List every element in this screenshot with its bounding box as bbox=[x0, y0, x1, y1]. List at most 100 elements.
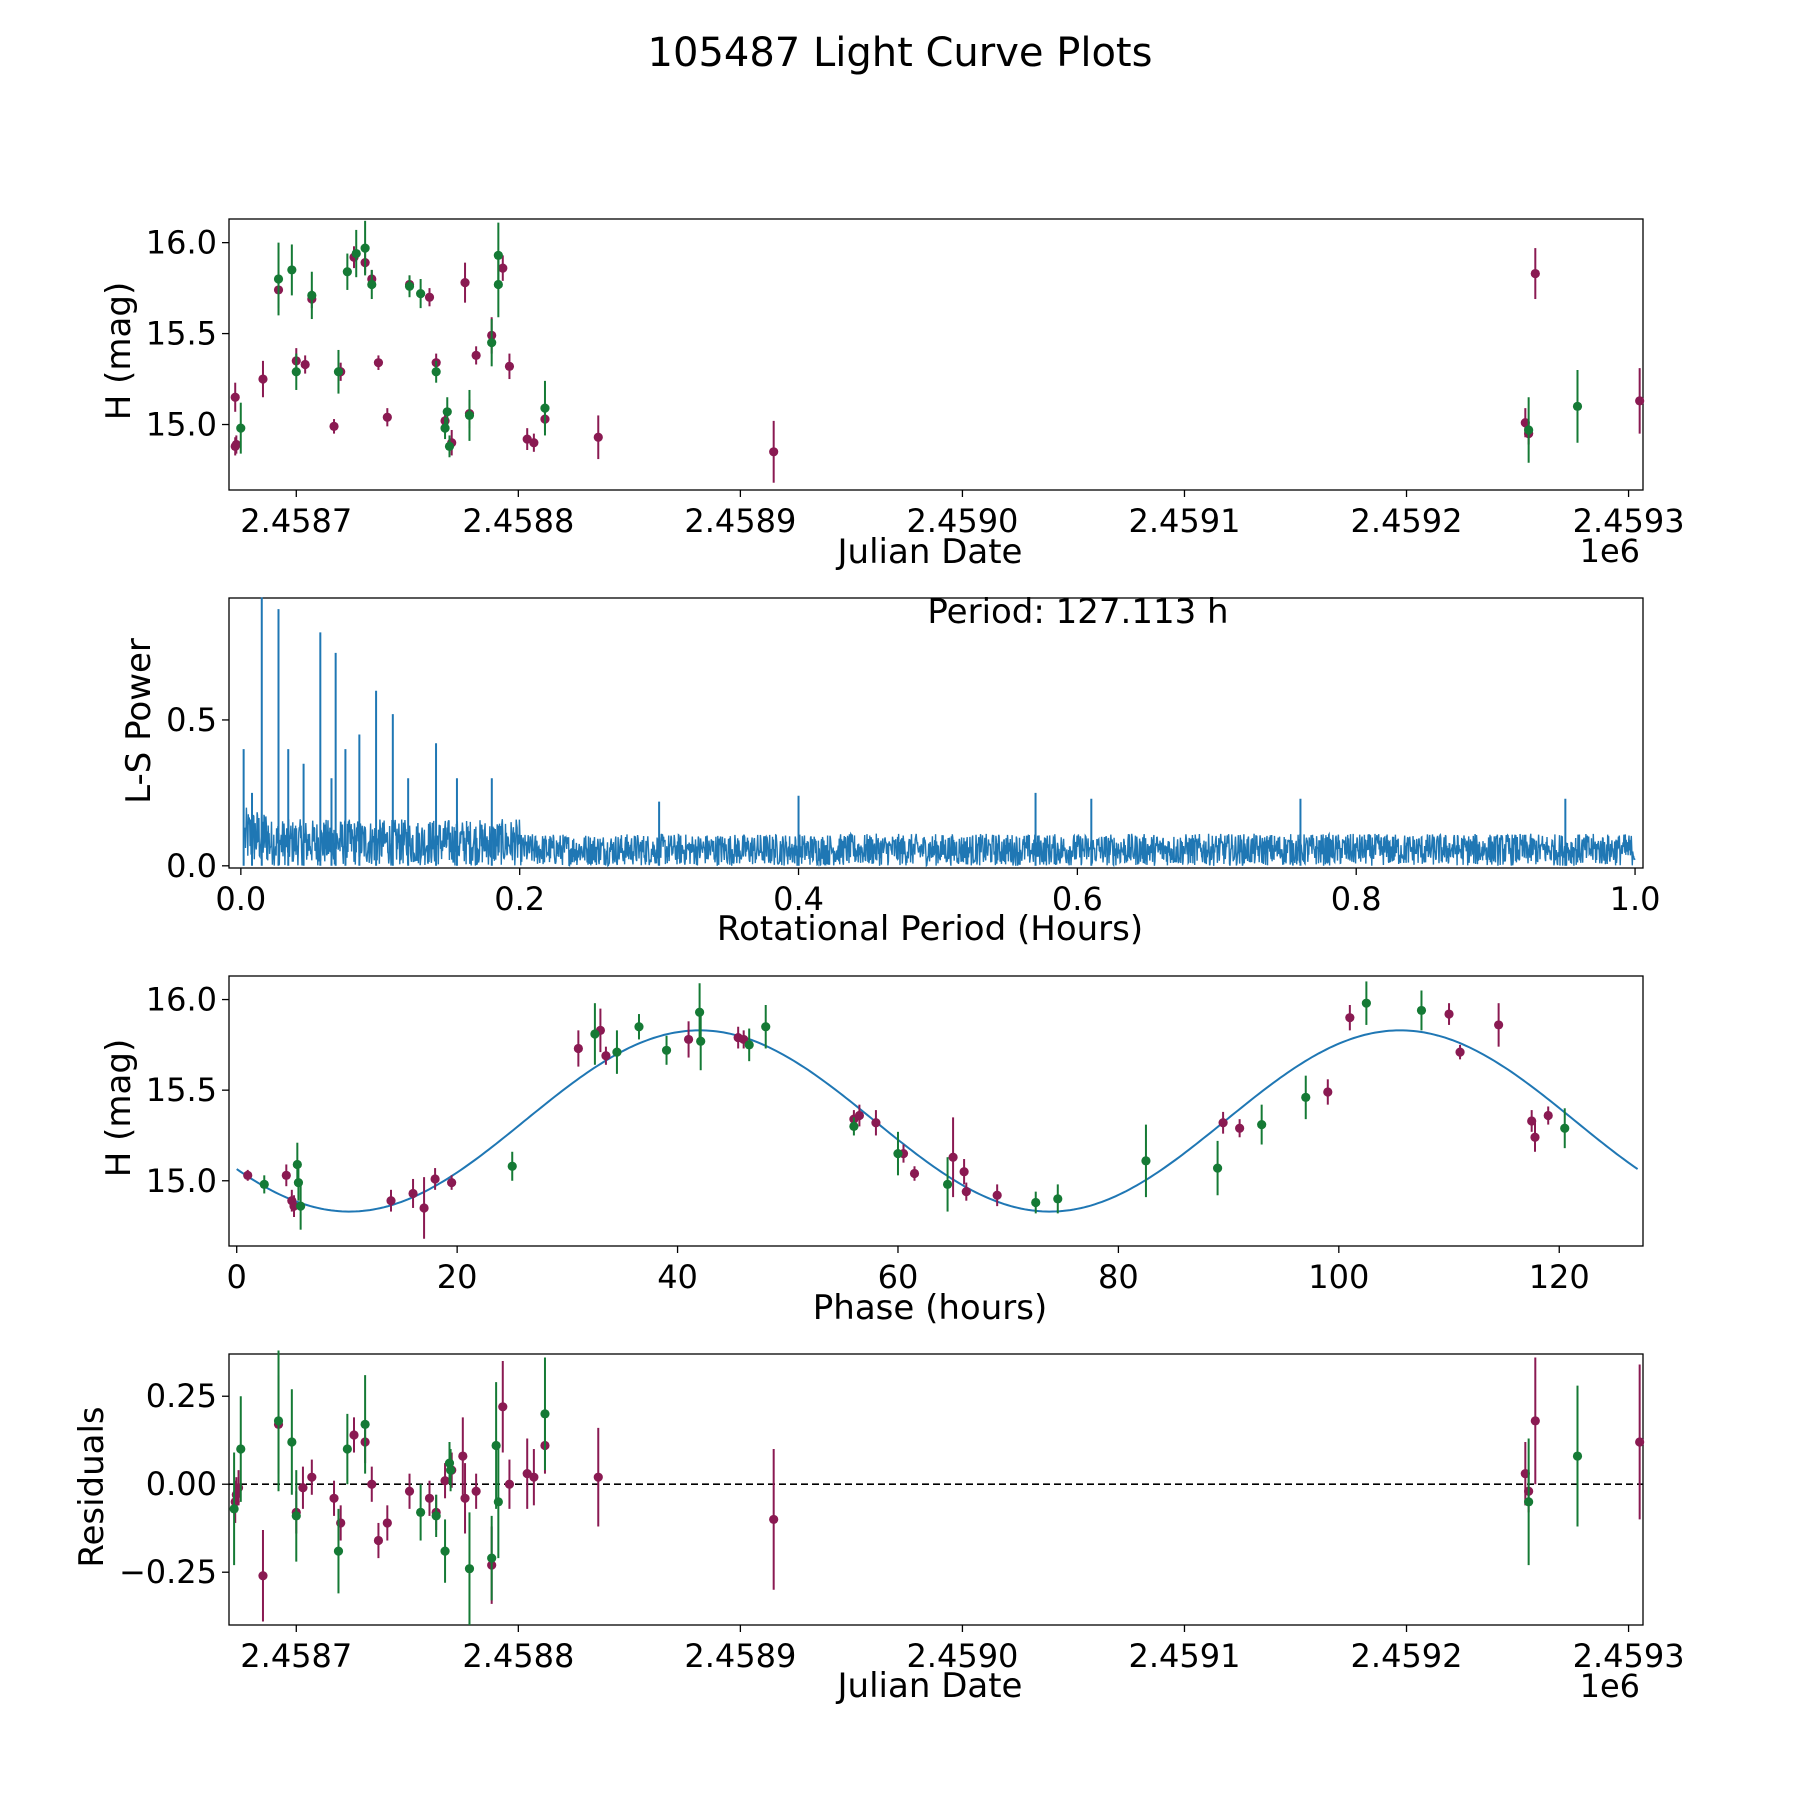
residuals-data-point bbox=[1635, 1364, 1645, 1520]
lightcurve-data-point bbox=[258, 360, 268, 398]
phased-marker bbox=[761, 1022, 771, 1032]
residuals-xtick-label: 2.4588 bbox=[462, 1637, 574, 1675]
phased-marker bbox=[849, 1121, 859, 1132]
phased-marker bbox=[296, 1201, 306, 1211]
phased-xtick-label: 80 bbox=[1098, 1258, 1139, 1296]
phased-data-point bbox=[1212, 1140, 1223, 1196]
residuals-data-point bbox=[298, 1466, 308, 1509]
residuals-data-point bbox=[493, 1445, 503, 1559]
phased-marker bbox=[744, 1040, 754, 1050]
residuals-xtick-label: 2.4591 bbox=[1128, 1637, 1240, 1675]
phased-xtick-label: 40 bbox=[657, 1258, 698, 1296]
periodogram-xtick-label: 0.4 bbox=[773, 880, 824, 918]
lightcurve-marker bbox=[273, 274, 284, 284]
phased-data-point bbox=[696, 1012, 706, 1071]
phased-marker bbox=[1543, 1110, 1553, 1121]
residuals-data-point bbox=[329, 1480, 339, 1516]
periodogram-xtick-label: 0.6 bbox=[1052, 880, 1103, 918]
residuals-data-point bbox=[444, 1441, 455, 1485]
lightcurve-data-point bbox=[1572, 369, 1583, 443]
residuals-marker bbox=[333, 1546, 344, 1556]
residuals-data-point bbox=[1524, 1438, 1534, 1566]
phased-marker bbox=[1141, 1156, 1151, 1166]
lightcurve-marker bbox=[333, 367, 344, 377]
residuals-marker bbox=[1572, 1451, 1583, 1461]
residuals-xtick-label: 2.4587 bbox=[240, 1637, 352, 1675]
residuals-xtick-label: 2.4593 bbox=[1573, 1637, 1685, 1675]
phased-data-point bbox=[1301, 1075, 1311, 1120]
residuals-xtick-label: 2.4589 bbox=[684, 1637, 796, 1675]
lightcurve-plot-frame bbox=[228, 218, 1644, 491]
phased-marker bbox=[408, 1188, 418, 1199]
residuals-data-point bbox=[367, 1466, 377, 1502]
lightcurve-marker bbox=[404, 281, 415, 291]
lightcurve-data-point bbox=[230, 382, 240, 412]
lightcurve-marker bbox=[1635, 396, 1645, 406]
period-annotation: Period: 127.113 h bbox=[927, 592, 1228, 632]
lightcurve-xtick-label: 2.4593 bbox=[1573, 502, 1685, 540]
residuals-marker bbox=[458, 1451, 468, 1461]
phased-marker bbox=[1416, 1005, 1427, 1016]
lightcurve-data-point bbox=[504, 353, 515, 380]
phased-marker bbox=[259, 1179, 269, 1189]
residuals-marker bbox=[1635, 1437, 1645, 1447]
phased-marker bbox=[1257, 1119, 1267, 1130]
phased-fit-curve bbox=[236, 1029, 1639, 1213]
lightcurve-data-point bbox=[1524, 397, 1534, 463]
phased-data-point bbox=[1323, 1079, 1333, 1105]
periodogram-plot-frame bbox=[228, 597, 1644, 869]
phased-marker bbox=[573, 1043, 583, 1054]
residuals-data-point bbox=[446, 1449, 456, 1492]
phased-marker bbox=[1212, 1163, 1223, 1173]
phased-marker bbox=[1361, 998, 1371, 1008]
lightcurve-data-point bbox=[424, 288, 435, 307]
phased-data-point bbox=[854, 1104, 865, 1127]
phased-data-point bbox=[1361, 981, 1371, 1025]
residuals-marker bbox=[258, 1571, 268, 1581]
lightcurve-data-point bbox=[300, 355, 310, 374]
residuals-data-point bbox=[404, 1473, 415, 1509]
lightcurve-data-point bbox=[287, 244, 297, 296]
phased-data-point bbox=[683, 1021, 694, 1058]
phased-data-point bbox=[612, 1030, 622, 1074]
phased-data-point bbox=[1455, 1044, 1465, 1060]
residuals-xtick-label: 2.4590 bbox=[906, 1637, 1018, 1675]
lightcurve-ylabel: H (mag) bbox=[99, 282, 139, 420]
lightcurve-data-point bbox=[291, 353, 301, 390]
phased-data-point bbox=[281, 1164, 291, 1187]
phased-marker bbox=[590, 1029, 600, 1039]
phased-marker bbox=[1218, 1118, 1228, 1128]
residuals-data-point bbox=[593, 1427, 603, 1527]
residuals-data-point bbox=[487, 1515, 497, 1601]
phased-marker bbox=[854, 1110, 865, 1121]
phased-marker bbox=[1235, 1123, 1245, 1133]
lightcurve-marker bbox=[416, 288, 426, 299]
phased-data-point bbox=[1235, 1119, 1245, 1138]
phased-data-point bbox=[942, 1157, 953, 1212]
residuals-data-point bbox=[440, 1519, 450, 1583]
phased-marker bbox=[1494, 1020, 1504, 1030]
phased-marker bbox=[281, 1170, 291, 1180]
lightcurve-panel: Julian Date H (mag) 1e6 2.4587 2.4588 2.45… bbox=[99, 218, 1685, 572]
lightcurve-data-point bbox=[373, 355, 384, 370]
phased-data-point bbox=[761, 1004, 771, 1049]
residuals-plot-frame bbox=[228, 1353, 1644, 1626]
phased-data-point bbox=[601, 1046, 611, 1065]
residuals-data-point bbox=[464, 1512, 475, 1625]
lightcurve-data-point bbox=[231, 435, 241, 454]
phased-marker bbox=[419, 1203, 429, 1213]
residuals-data-point bbox=[258, 1529, 268, 1622]
residuals-data-point bbox=[273, 1350, 284, 1492]
phased-data-point bbox=[573, 1030, 583, 1067]
phased-marker bbox=[683, 1034, 694, 1045]
phased-marker bbox=[1053, 1194, 1063, 1204]
phased-panel: Phase (hours) H (mag) 0 20 40 60 80 100 120 15.… bbox=[99, 975, 1644, 1328]
lightcurve-data-point bbox=[351, 229, 361, 278]
periodogram-xtick-label: 0.8 bbox=[1331, 880, 1382, 918]
lightcurve-marker bbox=[351, 248, 361, 259]
lightcurve-marker bbox=[1530, 268, 1540, 279]
lightcurve-data-point bbox=[307, 271, 317, 320]
phased-ylabel: H (mag) bbox=[99, 1039, 139, 1177]
phased-ytick-label: 16.0 bbox=[146, 981, 217, 1019]
lightcurve-marker bbox=[424, 292, 435, 302]
